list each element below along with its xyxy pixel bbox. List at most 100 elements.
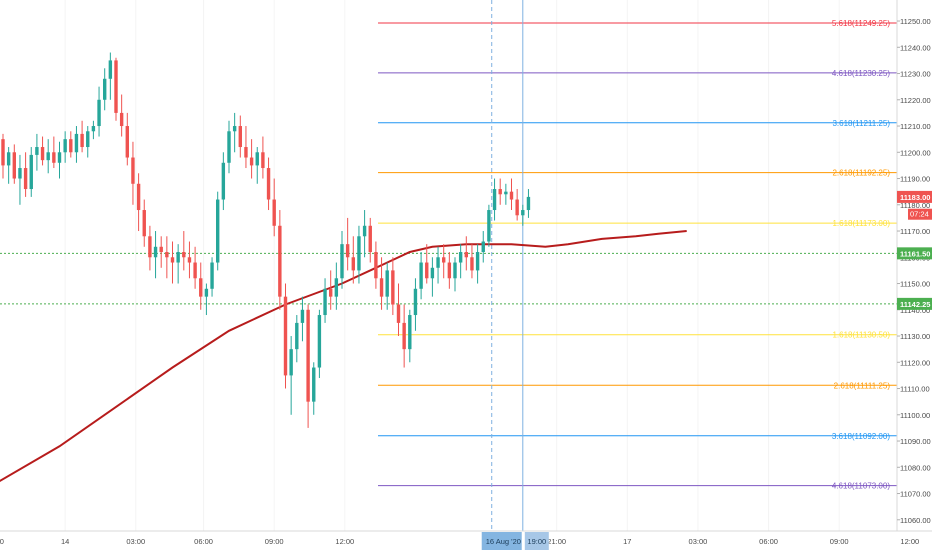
time-tick-label: 03:00: [126, 537, 145, 546]
price-tick-label: 11240.00: [900, 43, 931, 52]
candle: [176, 244, 180, 284]
candle: [125, 112, 129, 166]
fib-level-label: 3.618(11211.25): [832, 119, 890, 128]
candle-body: [86, 131, 90, 148]
candle-body: [1, 139, 5, 166]
candle: [464, 236, 468, 271]
candle: [278, 210, 282, 310]
candle: [29, 147, 33, 197]
candle: [103, 68, 107, 111]
candle-body: [266, 168, 271, 200]
candle-body: [379, 278, 384, 297]
candle-body: [430, 267, 435, 279]
price-tick-label: 11200.00: [900, 148, 931, 157]
candle-body: [329, 288, 333, 297]
candle-body: [170, 257, 175, 263]
fibonacci-extension[interactable]: 5.618(11249.25) 4.618(11230.25) 3.618(1121…: [378, 19, 897, 541]
candle-body: [442, 257, 446, 263]
candle-body: [244, 147, 248, 158]
candle: [165, 236, 169, 279]
price-tick-label: 11070.00: [900, 490, 931, 499]
candle: [300, 296, 305, 342]
candle: [385, 262, 389, 310]
candle-body: [487, 210, 491, 242]
fib-level-label: 4.618(11073.00): [832, 482, 890, 491]
candle: [131, 141, 135, 205]
candle: [515, 189, 519, 221]
fib-level-label: 2.618(11111.25): [834, 381, 891, 390]
price-line-tag-background: [897, 247, 932, 260]
candle-body: [453, 262, 457, 279]
candle-body: [165, 252, 169, 258]
fib-level-label: 3.618(11092.00): [832, 432, 890, 441]
candle: [408, 309, 412, 363]
candle: [289, 336, 293, 415]
candle: [362, 210, 367, 258]
candle-body: [306, 309, 310, 402]
candle-body: [458, 252, 463, 263]
candle: [425, 244, 429, 284]
candle: [74, 126, 79, 163]
candle-body: [464, 252, 468, 258]
time-tick-label: 17: [623, 537, 631, 546]
fib-level-label: 1.618(11130.50): [832, 331, 890, 340]
fib-level-label: 4.618(11230.25): [832, 69, 890, 78]
price-axis[interactable]: 11250.00 11240.00 11230.00 11220.00 11210.00…: [896, 0, 932, 550]
candle-body: [193, 262, 197, 279]
countdown-background: [908, 208, 932, 220]
candle: [193, 246, 197, 289]
candle-body: [385, 270, 389, 297]
candle: [12, 144, 16, 184]
candle: [306, 304, 310, 428]
candle-body: [23, 168, 28, 190]
candle-body: [357, 236, 361, 271]
candle: [108, 52, 113, 100]
candle: [272, 178, 276, 237]
candle-body: [40, 147, 45, 161]
time-tick-label: 09:00: [265, 537, 284, 546]
candle: [199, 262, 203, 310]
candle: [153, 231, 158, 279]
candle-body: [80, 133, 84, 148]
fib-level-label: 5.618(11249.25): [832, 19, 890, 28]
candle-body: [108, 60, 113, 79]
time-axis[interactable]: 21:00 14 03:00 06:00 09:00 12:00 21:00 17 03:00 0…: [0, 530, 932, 550]
candle: [249, 139, 254, 179]
candle: [391, 257, 395, 316]
candle-body: [18, 168, 22, 179]
candle-body: [199, 278, 203, 297]
candle-body: [238, 126, 242, 148]
candle: [52, 136, 56, 169]
candle: [345, 217, 350, 271]
candle-body: [396, 304, 401, 323]
candle-body: [216, 199, 220, 263]
candle-body: [35, 147, 39, 155]
candle: [232, 112, 237, 153]
candle: [63, 131, 67, 163]
date-marker-label: 16 Aug '20: [486, 537, 521, 546]
candle-body: [470, 257, 474, 271]
moving-average: [0, 230, 687, 483]
candle: [340, 231, 344, 289]
candle: [430, 257, 435, 297]
time-tick-label: 12:00: [900, 537, 919, 546]
candle-body: [136, 183, 141, 211]
time-tick-label: 03:00: [689, 537, 708, 546]
date-range-background: [481, 532, 522, 550]
candle: [136, 173, 141, 232]
candle-body: [148, 236, 152, 258]
candle-body: [312, 367, 316, 402]
candle: [481, 231, 485, 263]
candle: [35, 133, 39, 171]
price-tick-label: 11080.00: [900, 463, 931, 472]
candle-body: [227, 131, 231, 163]
candle-body: [481, 241, 485, 253]
candle: [1, 133, 5, 179]
candle-body: [46, 152, 50, 161]
candle: [509, 178, 514, 211]
candle: [323, 278, 327, 323]
current-price-tag-background: [897, 190, 932, 203]
candle-body: [52, 152, 56, 163]
candle: [238, 115, 242, 158]
